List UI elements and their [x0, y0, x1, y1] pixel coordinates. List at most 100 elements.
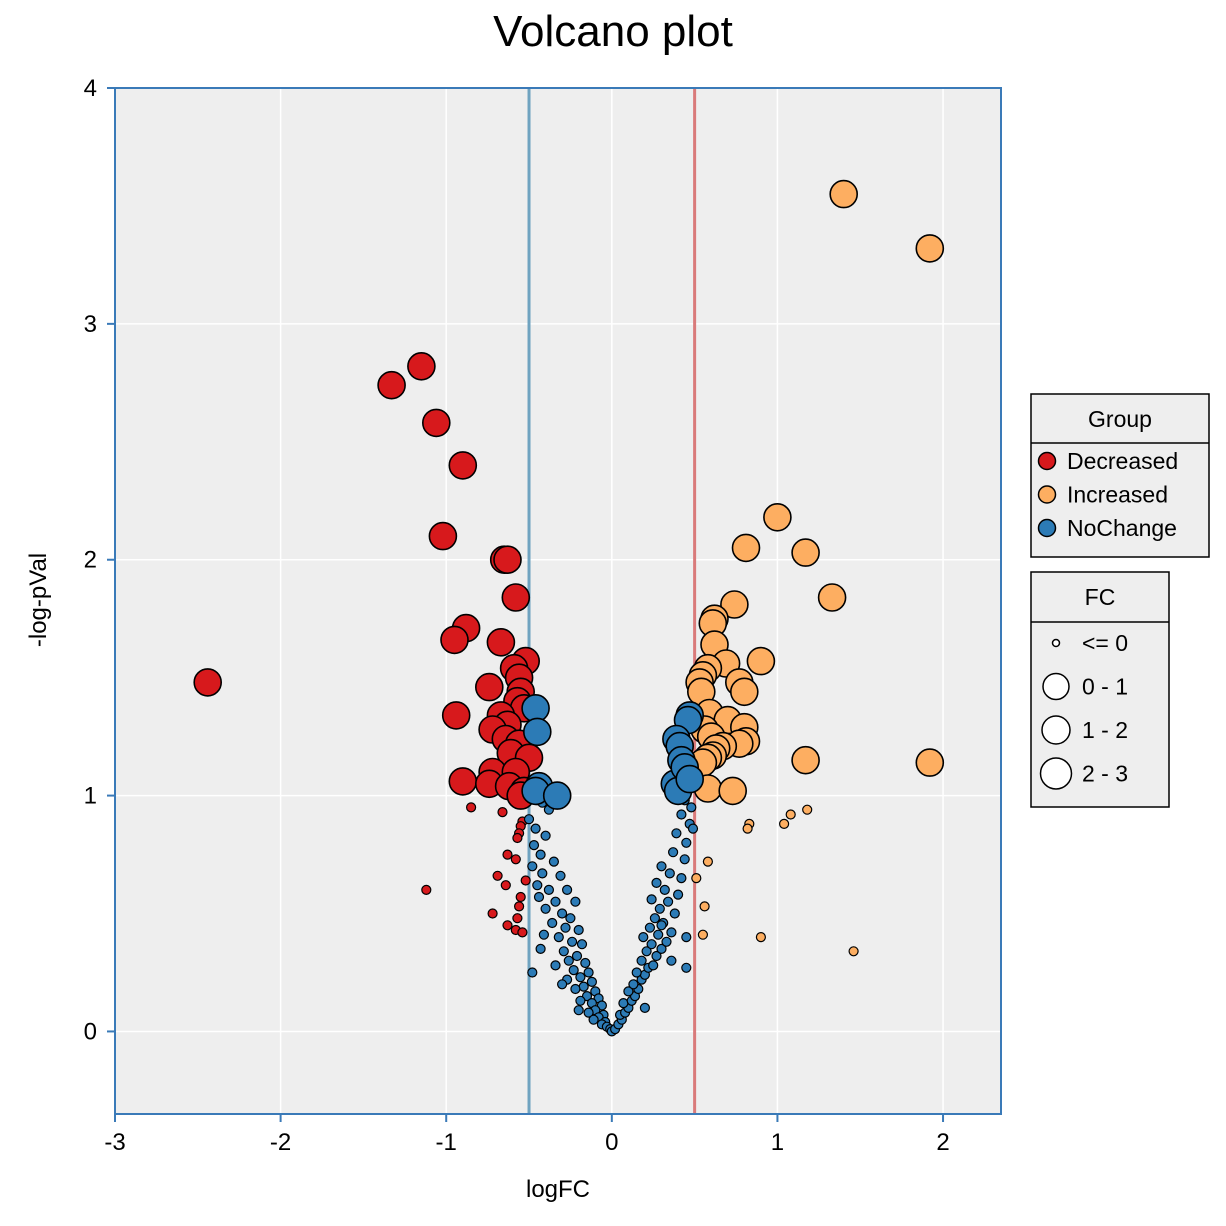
y-tick-label: 1 — [84, 783, 97, 810]
data-point-nochange — [583, 967, 594, 978]
data-point-nochange — [656, 861, 667, 872]
data-point-nochange — [556, 908, 568, 919]
data-point-decreased — [448, 451, 478, 480]
x-tick-label: 2 — [936, 1129, 949, 1156]
y-tick-label: 0 — [84, 1018, 97, 1045]
size-legend-label: <= 0 — [1082, 630, 1128, 656]
data-point-nochange — [639, 1002, 651, 1014]
x-tick-label: 1 — [771, 1129, 784, 1156]
data-point-decreased — [421, 884, 432, 896]
data-point-nochange — [654, 903, 665, 914]
data-point-nochange — [532, 880, 543, 891]
x-tick-label: -1 — [436, 1129, 457, 1156]
data-point-decreased — [487, 908, 498, 919]
data-point-nochange — [538, 929, 550, 940]
data-point-nochange — [530, 823, 541, 834]
data-point-nochange — [575, 972, 586, 983]
data-point-nochange — [575, 995, 586, 1006]
legend-label-increased: Increased — [1067, 482, 1168, 508]
data-point-nochange — [676, 872, 687, 884]
data-point-decreased — [466, 802, 477, 813]
data-point-increased — [802, 804, 813, 815]
data-point-nochange — [646, 894, 657, 905]
data-point-decreased — [428, 521, 458, 551]
data-point-nochange — [568, 964, 579, 976]
data-point-nochange — [565, 913, 576, 924]
data-point-nochange — [671, 828, 682, 839]
data-point-nochange — [651, 950, 662, 962]
data-point-nochange — [535, 849, 546, 860]
x-tick-label: 0 — [605, 1129, 618, 1156]
data-point-decreased — [517, 927, 528, 938]
data-point-increased — [817, 583, 847, 612]
data-point-nochange — [649, 913, 661, 924]
data-point-nochange — [573, 924, 584, 936]
data-point-nochange — [618, 997, 629, 1009]
data-point-increased — [791, 538, 820, 567]
data-point-decreased — [421, 408, 451, 438]
data-point-increased — [848, 946, 859, 957]
data-point-decreased — [492, 870, 503, 881]
data-point-nochange — [644, 922, 656, 933]
data-point-nochange — [527, 861, 538, 872]
data-point-decreased — [502, 849, 513, 860]
data-point-increased — [731, 533, 761, 563]
data-point-decreased — [474, 672, 504, 702]
chart-title: Volcano plot — [493, 7, 733, 56]
data-point-nochange — [664, 868, 675, 879]
data-point-nochange — [573, 1005, 584, 1016]
legend-label-nochange: NoChange — [1067, 515, 1177, 541]
data-point-nochange — [653, 929, 664, 940]
data-point-increased — [755, 931, 767, 943]
plot-background — [115, 88, 1001, 1114]
data-point-decreased — [501, 583, 531, 612]
data-point-nochange — [676, 809, 687, 820]
x-tick-label: -3 — [104, 1129, 125, 1156]
data-point-nochange — [556, 979, 568, 990]
data-point-increased — [702, 856, 714, 867]
data-point-decreased — [510, 854, 521, 865]
size-legend-marker — [1039, 757, 1073, 790]
data-point-nochange — [540, 903, 551, 914]
data-point-nochange — [527, 967, 538, 978]
data-point-increased — [697, 929, 709, 940]
y-axis-title: -log-pVal — [25, 553, 52, 647]
data-point-nochange — [548, 856, 560, 867]
data-point-nochange — [656, 943, 667, 955]
data-point-nochange — [533, 891, 545, 903]
data-point-nochange — [675, 764, 705, 794]
legend-marker-increased — [1037, 485, 1057, 504]
x-tick-label: -2 — [270, 1129, 291, 1156]
data-point-increased — [691, 872, 702, 884]
data-point-nochange — [686, 802, 697, 813]
data-point-nochange — [667, 847, 679, 858]
data-point-nochange — [555, 870, 566, 881]
y-tick-label: 4 — [84, 75, 97, 102]
group-legend-title: Group — [1088, 406, 1152, 432]
data-point-increased — [915, 234, 945, 263]
x-axis-title: logFC — [526, 1176, 590, 1203]
data-point-nochange — [535, 943, 546, 955]
data-point-nochange — [537, 868, 548, 879]
data-point-increased — [778, 818, 790, 830]
data-point-nochange — [553, 931, 564, 943]
legend-marker-decreased — [1037, 451, 1057, 471]
data-point-decreased — [493, 545, 522, 575]
data-point-increased — [742, 823, 753, 834]
data-point-decreased — [448, 767, 478, 796]
data-point-increased — [699, 901, 710, 912]
data-point-nochange — [651, 877, 662, 889]
data-point-nochange — [623, 986, 634, 997]
data-point-nochange — [550, 960, 561, 971]
size-legend-marker — [1041, 715, 1071, 745]
size-legend: FC <= 0 0 - 1 1 - 2 2 - 3 — [1030, 571, 1170, 808]
size-legend-label: 1 - 2 — [1082, 717, 1128, 743]
data-point-nochange — [659, 884, 670, 896]
data-point-decreased — [497, 806, 508, 818]
data-point-increased — [763, 502, 792, 532]
data-point-nochange — [631, 967, 642, 978]
data-point-nochange — [681, 962, 692, 973]
data-point-decreased — [193, 668, 222, 697]
size-legend-label: 0 - 1 — [1082, 674, 1128, 700]
